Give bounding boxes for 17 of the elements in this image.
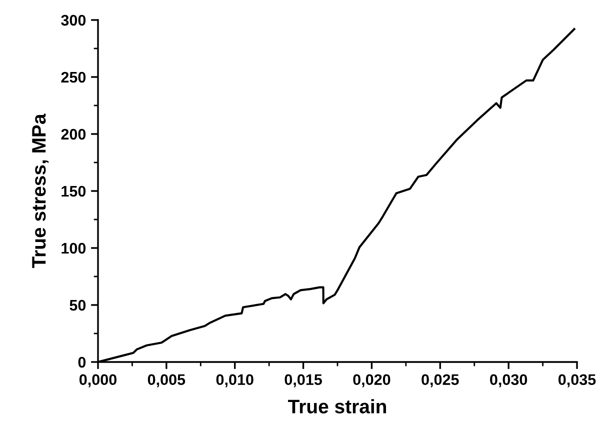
x-tick-label: 0,030 — [490, 374, 528, 388]
x-axis-title: True strain — [288, 399, 386, 414]
x-tick-label: 0,020 — [353, 374, 390, 388]
y-tick-label: 200 — [61, 128, 86, 140]
y-tick-label: 100 — [62, 242, 86, 254]
y-tick-label: 150 — [62, 186, 86, 197]
x-tick-label: 0,025 — [422, 374, 459, 388]
x-tick-label: 0,000 — [79, 374, 116, 388]
x-tick-label: 0,010 — [216, 374, 254, 388]
x-tick-label: 0,035 — [558, 374, 596, 388]
y-tick-label: 50 — [70, 300, 86, 311]
y-axis-title: True stress, MPa — [32, 114, 49, 268]
y-tick-label: 300 — [61, 14, 86, 26]
x-tick-label: 0,005 — [148, 374, 186, 388]
x-tick-label: 0,015 — [284, 374, 322, 388]
y-tick-label: 0 — [78, 356, 86, 368]
y-tick-label: 250 — [61, 72, 86, 83]
